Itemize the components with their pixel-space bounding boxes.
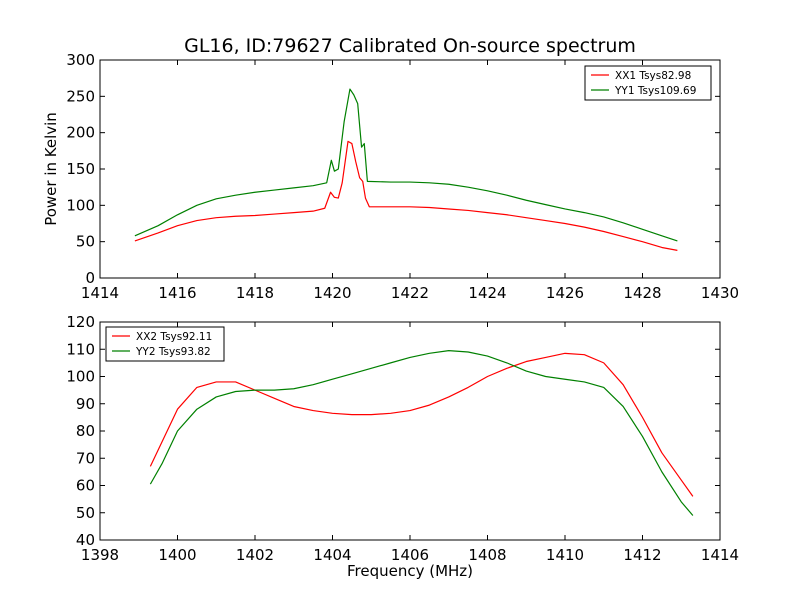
- bottom-chart-ytick-label: 40: [76, 531, 95, 549]
- bottom-chart-ytick-label: 60: [76, 477, 95, 495]
- top-chart-xtick-label: 1424: [468, 284, 506, 302]
- bottom-chart-ytick-label: 90: [76, 395, 95, 413]
- top-chart-series-line-2: [134, 88, 678, 242]
- top-chart-xtick-label: 1416: [158, 284, 196, 302]
- bottom-chart-ytick-label: 50: [76, 504, 95, 522]
- bottom-chart-xtick-label: 1408: [468, 546, 506, 564]
- top-chart-title: GL16, ID:79627 Calibrated On-source spec…: [184, 35, 636, 57]
- top-chart-legend-box: [584, 65, 712, 101]
- bottom-chart-ytick-label: 80: [76, 422, 95, 440]
- bottom-chart-xtick-label: 1404: [313, 546, 351, 564]
- bottom-chart-xtick-label: 1400: [158, 546, 196, 564]
- bottom-chart-ytick-label: 120: [66, 313, 95, 331]
- top-chart-ytick-label: 250: [66, 87, 95, 105]
- bottom-chart-legend-label-1: XX2 Tsys92.11: [136, 331, 212, 343]
- bottom-chart-xtick-label: 1402: [236, 546, 274, 564]
- bottom-chart-legend-label-2: YY2 Tsys93.82: [135, 346, 211, 358]
- top-chart-ytick-label: 300: [66, 51, 95, 69]
- top-chart-xtick-label: 1420: [313, 284, 351, 302]
- bottom-chart-xlabel: Frequency (MHz): [347, 562, 473, 580]
- top-chart-ytick-label: 0: [85, 269, 95, 287]
- bottom-chart-series-line-1: [149, 352, 694, 497]
- top-chart-xtick-label: 1418: [236, 284, 274, 302]
- top-chart-xtick-label: 1430: [701, 284, 739, 302]
- top-chart-ytick-label: 100: [66, 196, 95, 214]
- bottom-chart-legend-box: [105, 326, 225, 362]
- top-chart-ylabel: Power in Kelvin: [42, 112, 60, 226]
- bottom-chart-xtick-label: 1406: [391, 546, 429, 564]
- top-chart-ytick-label: 50: [76, 233, 95, 251]
- bottom-chart-ytick-label: 70: [76, 449, 95, 467]
- bottom-chart-xtick-label: 1412: [623, 546, 661, 564]
- top-chart-ytick-label: 200: [66, 124, 95, 142]
- bottom-chart-xtick-label: 1410: [546, 546, 584, 564]
- top-chart-ytick-label: 150: [66, 160, 95, 178]
- bottom-chart-xtick-label: 1414: [701, 546, 739, 564]
- bottom-chart-series-line-2: [149, 350, 694, 516]
- top-chart-xtick-label: 1414: [81, 284, 119, 302]
- top-chart-xtick-label: 1422: [391, 284, 429, 302]
- bottom-chart-ytick-label: 100: [66, 368, 95, 386]
- bottom-chart-legend: XX2 Tsys92.11 YY2 Tsys93.82: [105, 326, 225, 362]
- bottom-chart-plot: 1398 1400 1402 1404 1406 1408 1410 1412 1414 40 50…: [66, 313, 739, 564]
- top-chart-legend-label-1: XX1 Tsys82.98: [615, 70, 691, 82]
- bottom-chart-xtick-label: 1398: [81, 546, 119, 564]
- top-chart-legend: XX1 Tsys82.98 YY1 Tsys109.69: [584, 65, 712, 101]
- top-chart-legend-label-2: YY1 Tsys109.69: [614, 85, 696, 97]
- top-chart-xtick-label: 1428: [623, 284, 661, 302]
- top-chart-plot: 1414 1416 1418 1420 1422 1424 1426 1428 1430 0 50 1…: [66, 51, 739, 302]
- top-chart-series-line-1: [134, 140, 678, 251]
- top-chart-xtick-label: 1426: [546, 284, 584, 302]
- bottom-chart-ytick-label: 110: [66, 340, 95, 358]
